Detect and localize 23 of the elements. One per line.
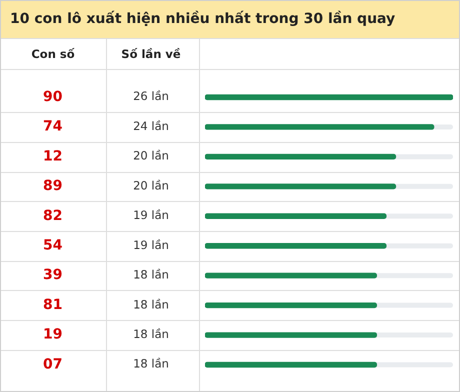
data-label: 18 lần: [133, 268, 169, 282]
y-tick-label: 54: [43, 238, 63, 254]
y-tick-label: 07: [43, 356, 62, 372]
text: Con số: [31, 47, 75, 61]
data-label: 18 lần: [133, 327, 169, 342]
y-tick-label: 90: [43, 88, 63, 105]
data-label: 20 lần: [133, 178, 169, 192]
data-label: 24 lần: [133, 118, 169, 133]
data-label: 18 lần: [133, 356, 169, 371]
y-tick-label: 82: [43, 208, 62, 224]
y-tick-label: 89: [43, 178, 62, 194]
chart-title: 10 con lô xuất hiện nhiều nhất trong 30 lần quay: [1, 1, 459, 39]
data-label: 20 lần: [133, 148, 169, 163]
y-tick-label: 81: [43, 296, 62, 313]
y-tick-label: 12: [43, 148, 62, 164]
data-label: 19 lần: [133, 208, 169, 222]
y-tick-label: 39: [43, 267, 62, 284]
data-label: 26 lần: [133, 89, 169, 104]
y-tick-label: 74: [43, 118, 63, 135]
data-label: 19 lần: [133, 238, 169, 252]
y-tick-label: 19: [43, 326, 62, 343]
data-label: 18 lần: [133, 297, 169, 312]
text: Số lần về: [121, 47, 181, 61]
